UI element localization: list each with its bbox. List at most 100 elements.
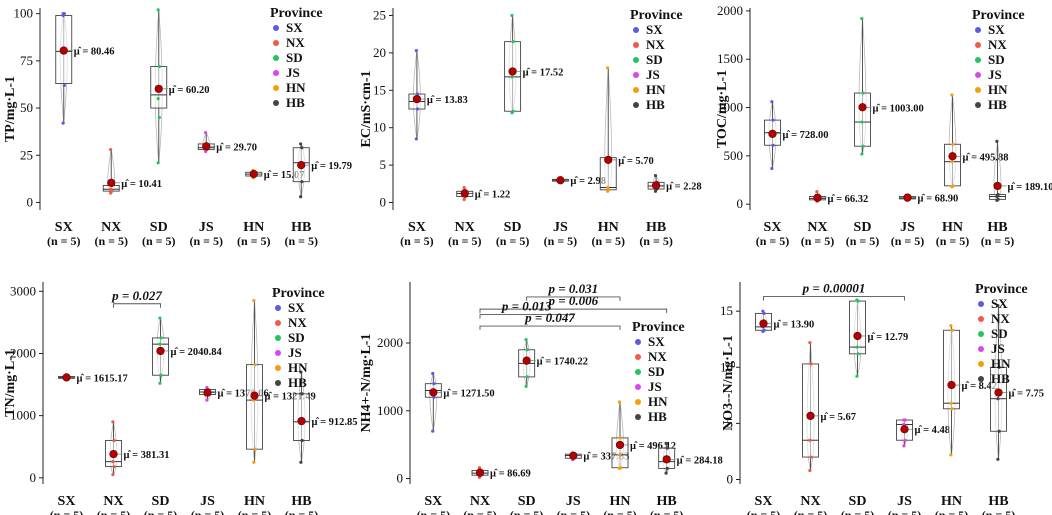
legend-item-js: JS: [648, 379, 662, 394]
mean-marker-hb: [651, 181, 661, 190]
y-tick-label: 10: [720, 359, 733, 374]
legend-dot-js: [275, 350, 281, 356]
box-hn: [943, 329, 960, 410]
data-point-nx: [111, 460, 115, 464]
data-point-hn: [950, 160, 954, 164]
data-point-hb: [300, 180, 304, 184]
data-point-sd: [855, 374, 859, 378]
data-point-nx: [112, 438, 116, 443]
legend-dot-sx: [978, 301, 984, 307]
mean-label-sx: μ̂ = 1271.50: [443, 388, 494, 399]
legend-dot-js: [978, 346, 984, 352]
y-tick-label: 75: [20, 53, 33, 68]
x-tick-n-label: (n = 5): [94, 234, 128, 248]
data-point-sd: [157, 115, 161, 120]
x-tick-label-hn: HN: [243, 220, 264, 235]
legend-item-js: JS: [988, 67, 1002, 82]
data-point-hb: [997, 429, 1001, 433]
mean-marker-hn: [249, 169, 258, 179]
data-point-hb: [995, 139, 999, 143]
legend-dot-sx: [275, 305, 281, 311]
mean-label-js: μ̂ = 337.83: [583, 452, 629, 463]
legend-dot-nx: [275, 320, 281, 326]
x-tick-label-sd: SD: [150, 220, 168, 235]
legend-dot-sd: [273, 55, 279, 61]
legend-dot-sx: [633, 27, 639, 33]
y-tick-label: 2000: [717, 3, 743, 18]
legend-item-sx: SX: [648, 334, 665, 349]
x-tick-n-label: (n = 5): [639, 234, 673, 248]
legend-item-sd: SD: [288, 330, 305, 345]
data-point-hb: [300, 392, 304, 396]
mean-marker-sd: [522, 356, 531, 365]
y-tick-label: 2000: [377, 335, 403, 350]
mean-label-js: μ̂ = 68.90: [918, 194, 959, 205]
data-point-sx: [61, 12, 65, 16]
data-point-sx: [415, 92, 420, 96]
mean-label-hn: μ̂ = 495.88: [963, 152, 1009, 163]
legend-dot-hb: [975, 102, 981, 108]
data-point-sd: [158, 342, 162, 346]
data-point-hb: [653, 173, 658, 178]
x-tick-label-hb: HB: [646, 220, 666, 235]
legend-item-sx: SX: [646, 22, 663, 37]
data-point-hb: [996, 397, 1000, 401]
data-point-sd: [159, 373, 163, 377]
mean-marker-sx: [59, 46, 68, 55]
data-point-hb: [299, 460, 303, 464]
x-tick-label-nx: NX: [103, 494, 123, 509]
legend-dot-sd: [635, 369, 641, 375]
data-point-sd: [855, 298, 859, 302]
mean-label-nx: μ̂ = 1.22: [475, 189, 511, 200]
x-tick-n-label: (n = 5): [144, 508, 178, 515]
legend-dot-hb: [635, 414, 641, 420]
mean-label-hn: μ̂ = 1321.49: [265, 392, 316, 403]
p-value-label: p = 0.006: [547, 293, 598, 308]
mean-marker-js: [202, 142, 211, 151]
mean-label-hb: μ̂ = 7.75: [1009, 389, 1045, 400]
legend-dot-sd: [275, 335, 281, 341]
legend-item-hb: HB: [286, 95, 305, 110]
data-point-sx: [62, 83, 66, 88]
x-tick-label-js: JS: [897, 494, 912, 509]
x-tick-label-nx: NX: [101, 220, 121, 235]
data-point-sd: [860, 120, 864, 124]
data-point-hn: [617, 453, 622, 457]
y-tick-label: 1000: [717, 100, 743, 115]
x-tick-label-hn: HN: [244, 494, 265, 509]
mean-marker-sd: [154, 84, 163, 93]
x-tick-label-sd: SD: [854, 220, 872, 235]
y-tick-label: 1000: [10, 408, 36, 423]
data-point-sd: [525, 375, 529, 379]
y-axis-label: EC/mS·cm-1: [359, 71, 374, 148]
x-tick-n-label: (n = 5): [463, 508, 497, 515]
legend-dot-sx: [635, 339, 641, 345]
data-point-nx: [815, 190, 819, 194]
mean-marker-js: [900, 425, 909, 434]
x-tick-n-label: (n = 5): [981, 234, 1015, 248]
mean-marker-sx: [768, 129, 777, 138]
mean-marker-sx: [429, 388, 438, 397]
comparison-bracket: [479, 325, 621, 331]
data-point-sx: [770, 100, 774, 104]
data-point-hb: [996, 457, 1000, 461]
data-point-sx: [771, 143, 775, 147]
data-point-sd: [157, 64, 161, 69]
x-tick-n-label: (n = 5): [417, 508, 451, 515]
legend-title: Province: [975, 282, 1028, 297]
data-point-hb: [997, 365, 1001, 369]
data-point-js: [902, 444, 906, 448]
data-point-js: [205, 386, 209, 390]
data-point-nx: [462, 185, 466, 190]
x-tick-n-label: (n = 5): [142, 234, 176, 248]
x-tick-label-sx: SX: [755, 494, 773, 509]
x-tick-n-label: (n = 5): [591, 234, 625, 248]
mean-label-sd: μ̂ = 1740.22: [537, 357, 588, 368]
y-tick-label: 25: [20, 147, 33, 162]
data-point-hn: [949, 453, 953, 457]
